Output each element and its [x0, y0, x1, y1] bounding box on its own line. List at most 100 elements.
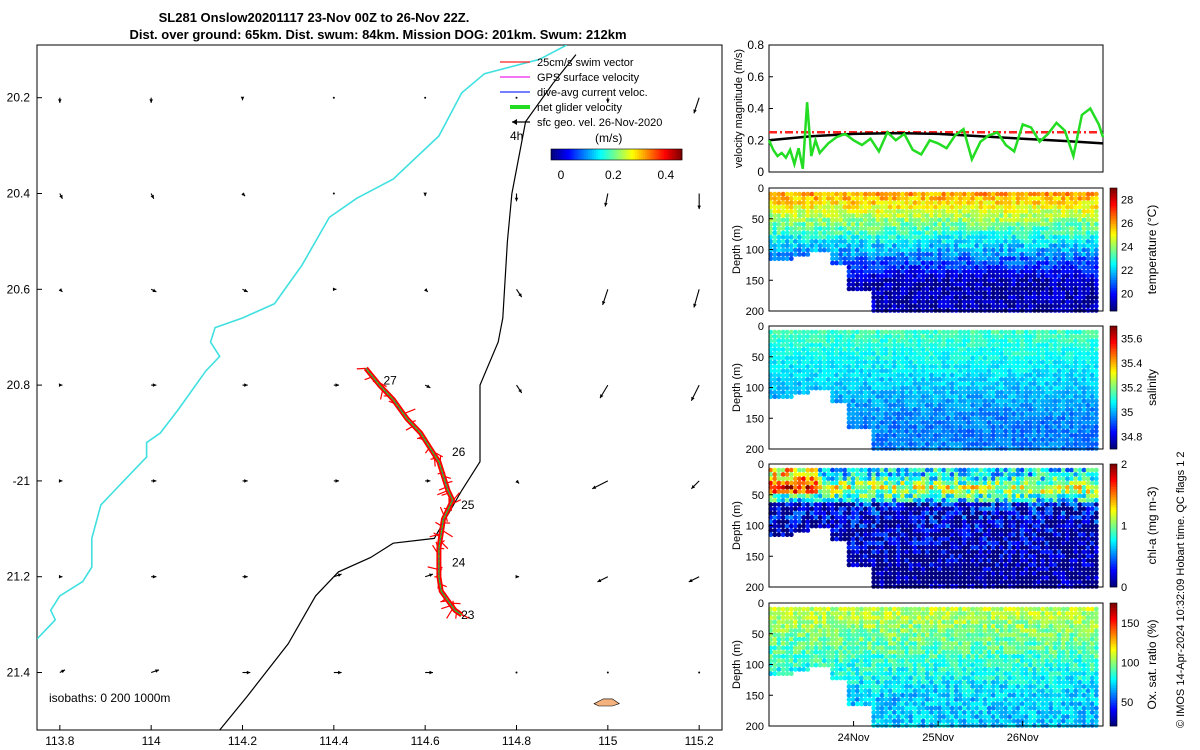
- legend-net: net glider velocity: [537, 102, 622, 114]
- oxygen-cbar-cell: [1110, 613, 1117, 617]
- oxygen-profile: [846, 606, 852, 707]
- salinity-cbar-cell: [1110, 436, 1117, 440]
- salinity-profile: [892, 329, 897, 451]
- chla-cbar-cell: [1110, 563, 1117, 567]
- colorbar-tick-label: 0: [558, 168, 565, 182]
- oxygen-cbar-cell: [1110, 667, 1117, 670]
- colorbar-cell: [608, 149, 611, 160]
- current-vector: [591, 480, 609, 490]
- salinity-cbar-cell: [1110, 408, 1117, 411]
- temperature-profile: [797, 191, 802, 257]
- current-vector: [241, 192, 246, 197]
- temperature-profile: [1089, 191, 1095, 313]
- salinity-cbar-cell: [1110, 349, 1117, 352]
- oxygen-profile: [830, 606, 835, 681]
- salinity-profile: [908, 329, 914, 451]
- legend-geo-arrowhead: [512, 119, 517, 125]
- chla-cbar-cell: [1110, 538, 1117, 542]
- chla-profile: [982, 467, 988, 589]
- temperature-cbar-cell: [1110, 231, 1117, 235]
- current-vector: [688, 576, 700, 583]
- colorbar-cell: [579, 149, 583, 160]
- salinity-profile: [809, 329, 815, 391]
- oxygen-profile: [772, 606, 778, 677]
- swim-vector: [439, 506, 446, 518]
- chla-cbar-cell: [1110, 487, 1117, 490]
- colorbar-cell: [618, 149, 621, 160]
- temperature-profile: [920, 191, 926, 313]
- oxygen-profile: [1040, 606, 1046, 728]
- colorbar-cell: [612, 149, 615, 160]
- temperature-cbar-cell: [1110, 290, 1117, 294]
- chla-profile: [908, 467, 914, 589]
- salinity-cbar-tick-label: 35: [1121, 407, 1133, 419]
- salinity-profile: [1056, 329, 1062, 451]
- chla-cbar-cell: [1110, 540, 1117, 544]
- oxygen-cbar-cell: [1110, 695, 1117, 699]
- swim-vector: [435, 521, 443, 527]
- oxygen-profile: [887, 606, 893, 728]
- chla-profile: [1081, 467, 1087, 589]
- oxygen-cbar-cell: [1110, 631, 1117, 635]
- salinity-cbar-cell: [1110, 382, 1117, 386]
- oxygen-cbar-cell: [1110, 682, 1117, 686]
- map-xtick-label: 115: [598, 734, 617, 748]
- temperature-profile: [1073, 191, 1079, 313]
- current-vector: [150, 669, 160, 674]
- colorbar-cell: [657, 149, 660, 160]
- chla-ytick-label: 200: [746, 582, 764, 594]
- chla-profile: [817, 467, 823, 529]
- oxygen-profile: [1052, 606, 1058, 728]
- salinity-cbar-cell: [1110, 413, 1117, 416]
- oxygen-profile: [896, 606, 901, 728]
- current-vector: [690, 384, 700, 401]
- salinity-profile: [945, 329, 951, 451]
- chla-profile: [821, 467, 827, 529]
- current-vector: [332, 192, 335, 195]
- oxygen-profile: [1085, 606, 1091, 728]
- temperature-cbar-cell: [1110, 213, 1117, 217]
- temperature-profile: [953, 191, 959, 313]
- salinity-profile: [887, 329, 893, 451]
- swim-vector: [388, 400, 397, 405]
- salinity-profile: [990, 329, 996, 451]
- current-vector: [516, 384, 523, 394]
- colorbar-cell: [659, 149, 662, 160]
- salinity-cbar-cell: [1110, 425, 1117, 429]
- chla-profile: [900, 467, 905, 589]
- chla-cbar-frame: [1109, 463, 1118, 588]
- temperature-profile: [941, 191, 947, 313]
- current-vector: [150, 193, 155, 199]
- oxygen-profile: [1073, 606, 1079, 728]
- salinity-profile: [920, 329, 926, 451]
- salinity-profile: [1077, 329, 1083, 451]
- oxygen-cbar-cell: [1110, 677, 1117, 681]
- temperature-profile: [821, 191, 827, 253]
- oxygen-profile: [859, 606, 864, 707]
- oxygen-cbar-cell: [1110, 615, 1117, 619]
- temperature-profile: [970, 191, 976, 313]
- salinity-profile: [1093, 329, 1099, 451]
- temperature-profile: [892, 191, 897, 313]
- map-ytick-label: -21: [13, 474, 31, 488]
- oxygen-cbar-cell: [1110, 710, 1117, 714]
- swim-vector: [379, 388, 384, 400]
- oxygen-cbar-cell: [1110, 700, 1117, 704]
- temperature-profile: [867, 191, 872, 292]
- salinity-cbar-tick-label: 35.2: [1121, 383, 1142, 395]
- temperature-profile: [933, 191, 938, 313]
- chla-profile: [933, 467, 938, 589]
- oxygen-profile: [986, 606, 992, 728]
- salinity-profile: [817, 329, 823, 391]
- chla-profile: [772, 467, 778, 538]
- chla-profile: [801, 467, 807, 533]
- temperature-profile: [1048, 191, 1054, 313]
- oxygen-profile: [978, 606, 984, 728]
- temperature-profile: [875, 191, 881, 313]
- chla-profile: [941, 467, 947, 589]
- salinity-profile: [776, 329, 782, 400]
- current-vector: [333, 670, 342, 675]
- oxygen-cbar-cell: [1110, 659, 1117, 663]
- temperature-cbar-cell: [1110, 285, 1117, 289]
